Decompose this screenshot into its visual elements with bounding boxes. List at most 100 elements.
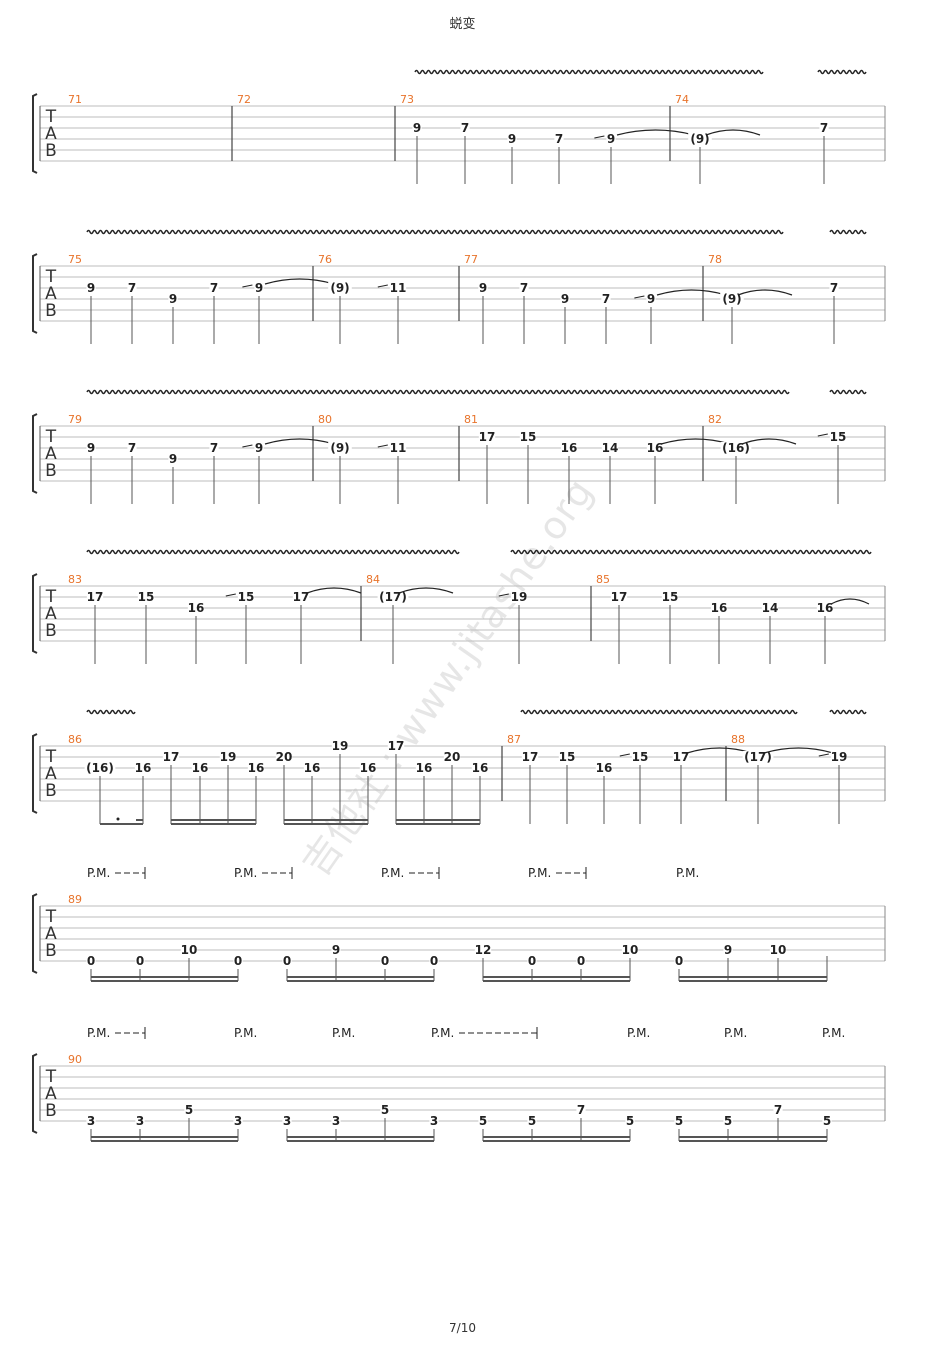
fret-knockout	[527, 955, 537, 967]
fret-knockout	[519, 431, 537, 443]
fret-knockout	[86, 955, 96, 967]
fret-number: 7	[128, 281, 136, 295]
fret-knockout	[674, 955, 684, 967]
measure-number: 83	[68, 573, 82, 586]
fret-number: 7	[820, 121, 828, 135]
tab-clef-t: T	[45, 587, 57, 607]
tab-system: P.M. P.M. P.M. P.M. P.M. P.M. P.M. TAB 90 3 3 5 3 3 3 5…	[32, 1026, 886, 1142]
fret-knockout	[519, 282, 529, 294]
palm-mute-label: P.M.	[332, 1026, 355, 1040]
tab-system: P.M. P.M. P.M. P.M. P.M. TAB 89 0 0 10 0 0 9 0 0 12 0 0 10…	[32, 866, 886, 982]
fret-knockout	[127, 442, 137, 454]
fret-knockout	[184, 1104, 194, 1116]
palm-mute-label: P.M.	[676, 866, 699, 880]
vibrato-line	[86, 549, 460, 555]
fret-knockout	[527, 1115, 537, 1127]
palm-mute-label: P.M.	[822, 1026, 845, 1040]
slide-mark	[242, 444, 253, 448]
tab-clef-b: B	[45, 781, 57, 801]
palm-mute-label: P.M.	[381, 866, 404, 880]
fret-number: 7	[210, 441, 218, 455]
fret-knockout	[510, 591, 528, 603]
fret-knockout	[720, 293, 744, 305]
tab-clef-t: T	[45, 267, 57, 287]
tab-clef-b: B	[45, 301, 57, 321]
fret-number: 3	[87, 1114, 95, 1128]
fret-knockout	[773, 1104, 783, 1116]
fret-knockout	[135, 1115, 145, 1127]
slide-mark	[377, 284, 388, 288]
system-bracket	[32, 413, 38, 494]
fret-knockout	[331, 944, 341, 956]
tab-clef-t: T	[45, 907, 57, 927]
measure-number: 86	[68, 733, 82, 746]
fret-number: 11	[390, 441, 407, 455]
tab-clef-a: A	[45, 1084, 57, 1104]
fret-number: 7	[830, 281, 838, 295]
measure-number: 87	[507, 733, 521, 746]
fret-number: 17	[163, 750, 180, 764]
fret-knockout	[331, 740, 349, 752]
fret-knockout	[387, 740, 405, 752]
fret-number: 7	[555, 132, 563, 146]
tab-clef-t: T	[45, 1067, 57, 1087]
tab-clef-t: T	[45, 427, 57, 447]
fret-number: 3	[283, 1114, 291, 1128]
page-number: 7/10	[449, 1321, 476, 1335]
fret-knockout	[377, 591, 409, 603]
fret-number: 20	[444, 750, 461, 764]
fret-number: 11	[390, 281, 407, 295]
palm-mute-label: P.M.	[431, 1026, 454, 1040]
fret-number: (9)	[722, 292, 741, 306]
fret-number: 15	[830, 430, 847, 444]
tie-arc	[656, 289, 727, 296]
fret-number: 9	[561, 292, 569, 306]
fret-number: (16)	[722, 441, 750, 455]
fret-knockout	[769, 944, 787, 956]
vibrato-line	[86, 229, 784, 235]
fret-knockout	[254, 282, 264, 294]
vibrato-line	[86, 709, 136, 715]
palm-mute-label: P.M.	[627, 1026, 650, 1040]
fret-knockout	[474, 944, 492, 956]
palm-mute-label: P.M.	[528, 866, 551, 880]
fret-knockout	[187, 602, 205, 614]
tab-clef-b: B	[45, 941, 57, 961]
tab-clef-t: T	[45, 747, 57, 767]
fret-knockout	[134, 762, 152, 774]
fret-number: 17	[479, 430, 496, 444]
fret-number: 9	[413, 121, 421, 135]
fret-knockout	[672, 751, 690, 763]
measure-number: 73	[400, 93, 414, 106]
system-bracket	[32, 733, 38, 814]
fret-number: 0	[577, 954, 585, 968]
fret-number: 9	[255, 281, 263, 295]
fret-knockout	[507, 133, 517, 145]
fret-number: (9)	[690, 132, 709, 146]
fret-knockout	[829, 282, 839, 294]
fret-knockout	[380, 955, 390, 967]
palm-mute-label: P.M.	[724, 1026, 747, 1040]
fret-number: 5	[675, 1114, 683, 1128]
fret-number: 7	[520, 281, 528, 295]
fret-number: 17	[611, 590, 628, 604]
slide-mark	[377, 444, 388, 448]
fret-number: 9	[479, 281, 487, 295]
fret-number: 16	[248, 761, 265, 775]
fret-knockout	[819, 122, 829, 134]
fret-number: 16	[817, 601, 834, 615]
fret-number: 9	[169, 452, 177, 466]
fret-number: 5	[823, 1114, 831, 1128]
measure-number: 88	[731, 733, 745, 746]
page-title: 蜕变	[449, 17, 476, 32]
fret-number: (9)	[330, 441, 349, 455]
measure-number: 71	[68, 93, 82, 106]
fret-knockout	[389, 442, 407, 454]
slide-mark	[634, 295, 645, 299]
measure-number: 77	[464, 253, 478, 266]
fret-number: 16	[416, 761, 433, 775]
fret-number: 7	[461, 121, 469, 135]
fret-number: 16	[304, 761, 321, 775]
fret-number: 0	[283, 954, 291, 968]
fret-knockout	[478, 1115, 488, 1127]
